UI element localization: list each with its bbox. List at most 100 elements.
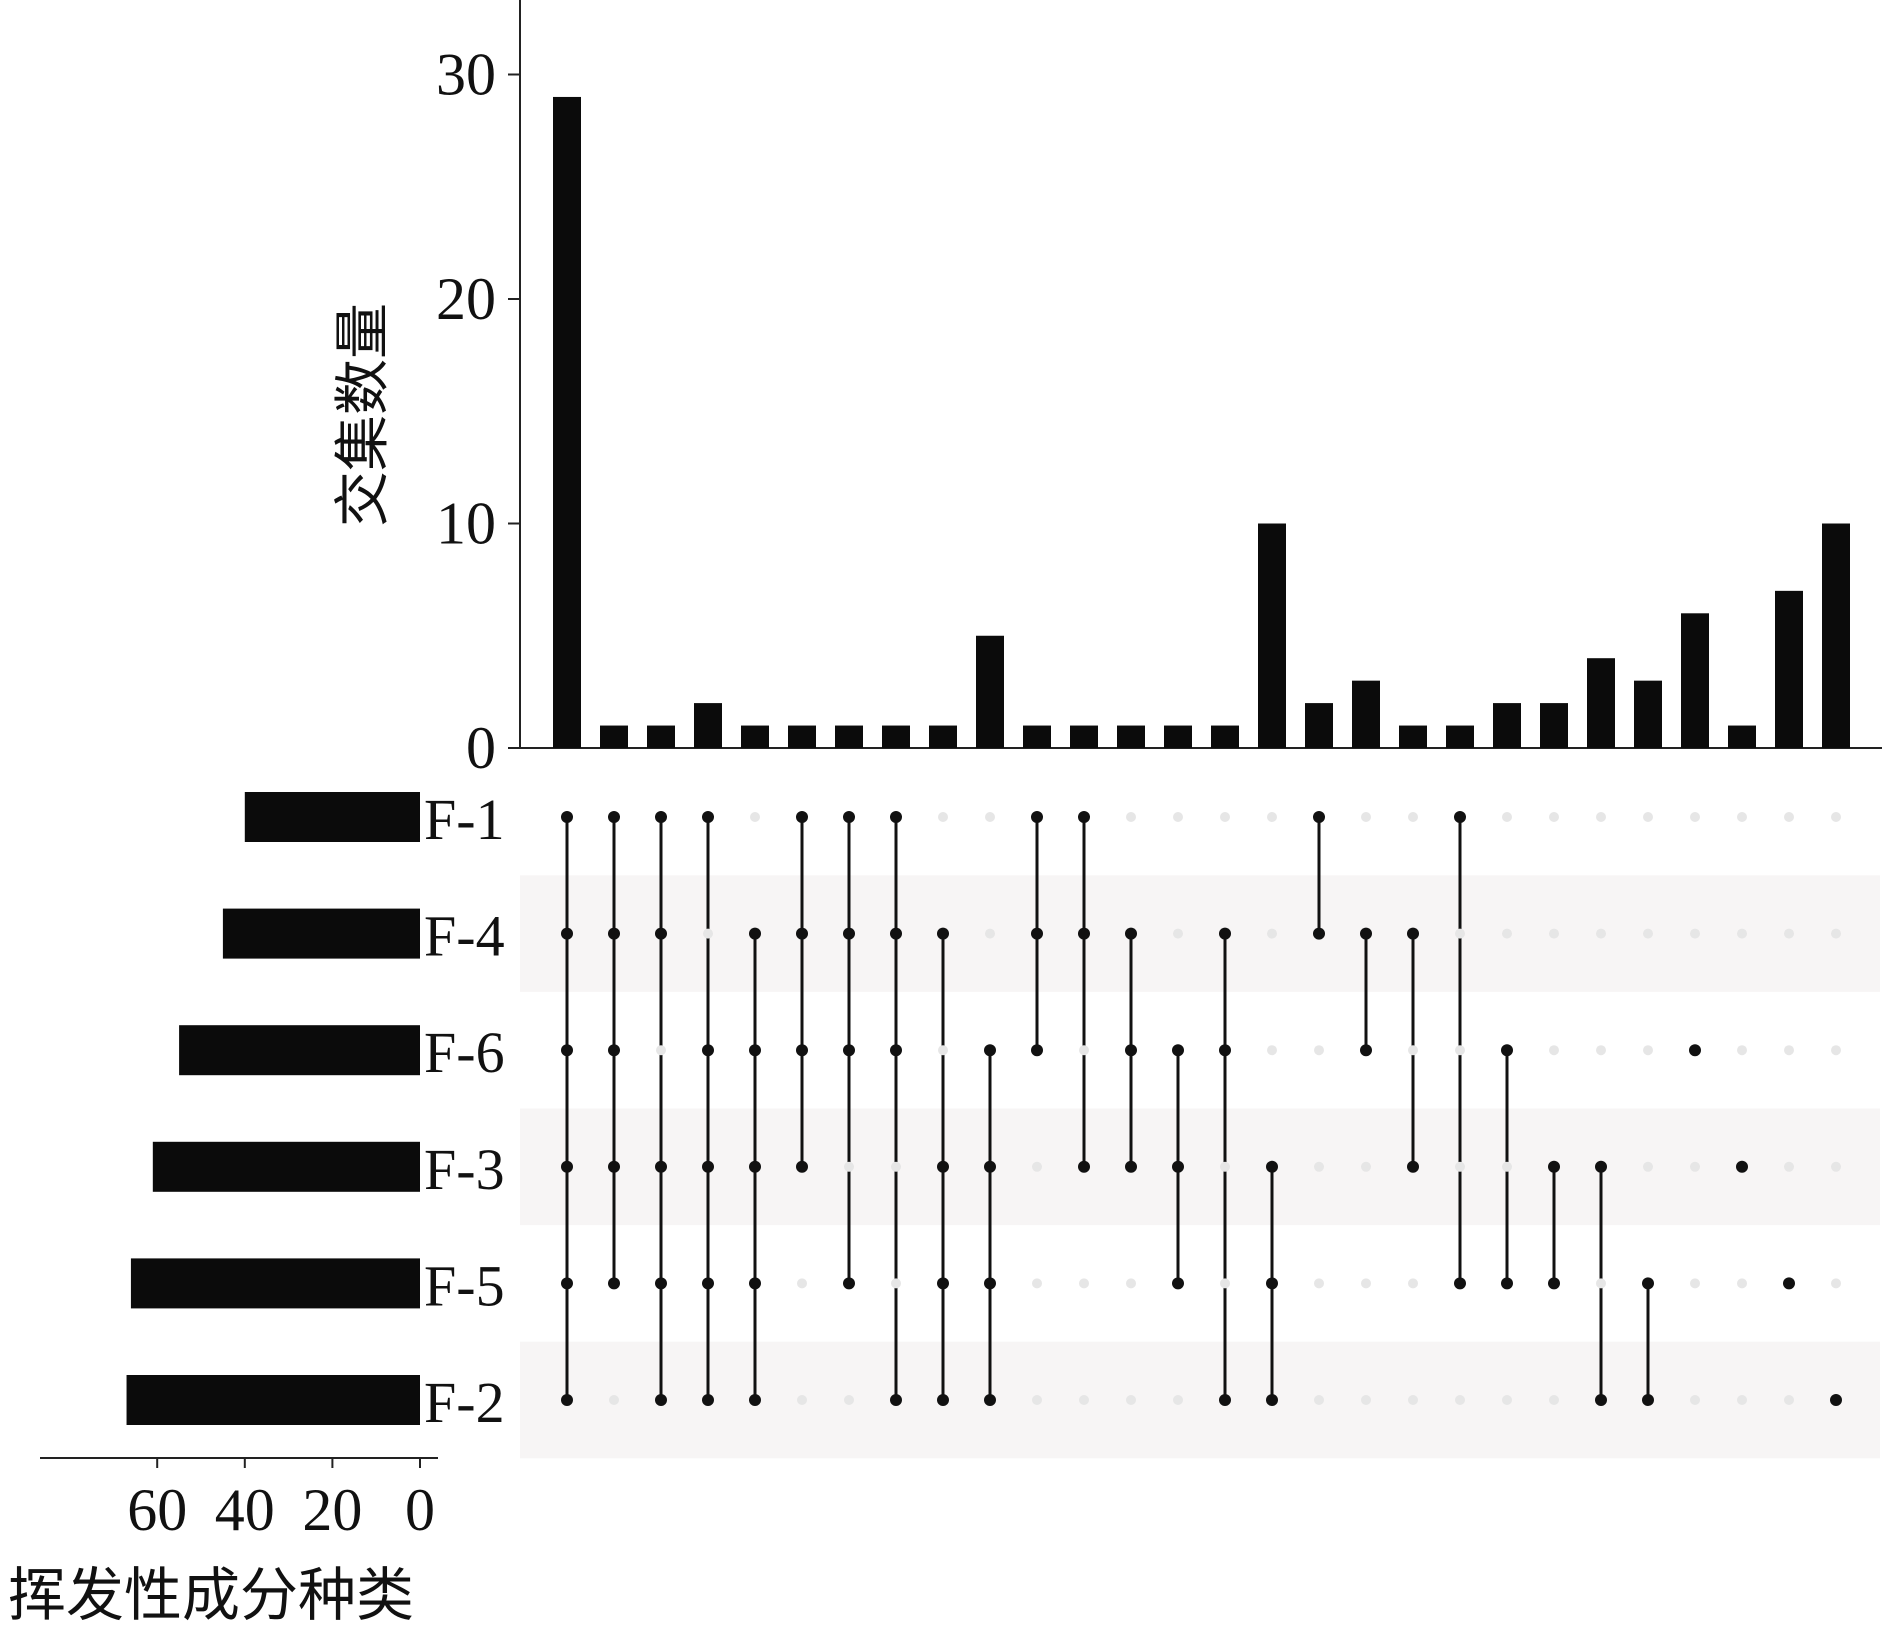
dot-22-F-4 xyxy=(1549,928,1559,939)
dot-25-F-3 xyxy=(1690,1161,1700,1172)
set-tick-label-40: 40 xyxy=(215,1477,275,1543)
dot-13-F-6 xyxy=(1125,1044,1137,1057)
stripe-row-F-4 xyxy=(520,875,1880,992)
intersection-bar-3 xyxy=(647,725,675,748)
set-size-bars xyxy=(126,792,421,1425)
y-tick-label-0: 0 xyxy=(466,715,496,781)
dot-9-F-4 xyxy=(937,927,949,940)
dot-17-F-2 xyxy=(1314,1395,1324,1405)
dot-17-F-1 xyxy=(1313,811,1325,823)
set-bar-F-6 xyxy=(179,1025,420,1076)
dot-27-F-4 xyxy=(1784,928,1794,939)
dot-1-F-5 xyxy=(561,1277,573,1290)
intersection-bar-16 xyxy=(1258,523,1286,748)
dot-27-F-5 xyxy=(1783,1277,1795,1290)
intersection-bar-13 xyxy=(1117,725,1145,748)
dot-10-F-5 xyxy=(984,1277,996,1290)
dot-25-F-5 xyxy=(1690,1278,1700,1289)
set-label-F-4: F-4 xyxy=(424,904,505,969)
dot-24-F-1 xyxy=(1643,812,1653,822)
dot-7-F-6 xyxy=(843,1044,855,1057)
set-labels: F-1 F-4 F-6 F-3 F-5 F-2 xyxy=(424,787,505,1435)
dot-10-F-4 xyxy=(985,928,995,939)
dot-12-F-6 xyxy=(1079,1045,1089,1056)
dot-8-F-3 xyxy=(891,1161,901,1172)
set-bar-F-2 xyxy=(126,1375,420,1425)
intersection-bar-1 xyxy=(553,96,581,748)
dot-19-F-6 xyxy=(1408,1045,1418,1056)
dot-2-F-5 xyxy=(608,1277,620,1290)
set-bar-F-4 xyxy=(222,908,420,959)
dot-12-F-5 xyxy=(1079,1278,1089,1289)
dot-28-F-5 xyxy=(1831,1278,1841,1289)
dot-28-F-1 xyxy=(1831,812,1841,822)
dot-15-F-3 xyxy=(1220,1161,1230,1172)
dot-28-F-2 xyxy=(1830,1394,1842,1406)
dot-15-F-1 xyxy=(1220,812,1230,822)
dot-11-F-3 xyxy=(1032,1161,1042,1172)
dot-7-F-3 xyxy=(844,1161,854,1172)
dot-23-F-4 xyxy=(1596,928,1606,939)
dot-18-F-4 xyxy=(1360,927,1372,940)
dot-2-F-1 xyxy=(608,811,620,823)
intersection-bar-17 xyxy=(1305,703,1333,748)
dot-25-F-6 xyxy=(1689,1044,1701,1057)
set-bar-F-1 xyxy=(244,792,420,842)
dot-6-F-4 xyxy=(796,927,808,940)
intersection-bar-8 xyxy=(882,725,910,748)
dot-16-F-3 xyxy=(1266,1160,1278,1173)
dot-9-F-3 xyxy=(937,1160,949,1173)
dot-20-F-4 xyxy=(1455,928,1465,939)
intersection-bar-25 xyxy=(1681,613,1709,748)
y-tick-label-10: 10 xyxy=(436,491,496,557)
dot-14-F-3 xyxy=(1172,1160,1184,1173)
dot-3-F-4 xyxy=(655,927,667,940)
dot-11-F-4 xyxy=(1031,927,1043,940)
dot-15-F-4 xyxy=(1219,927,1231,940)
dot-27-F-6 xyxy=(1784,1045,1794,1056)
dot-26-F-5 xyxy=(1737,1278,1747,1289)
dot-19-F-1 xyxy=(1408,812,1418,822)
dot-2-F-3 xyxy=(608,1160,620,1173)
dot-13-F-2 xyxy=(1126,1395,1136,1405)
y-tick-label-20: 20 xyxy=(436,266,496,332)
set-label-F-6: F-6 xyxy=(424,1020,505,1085)
dot-21-F-4 xyxy=(1502,928,1512,939)
dot-19-F-3 xyxy=(1407,1160,1419,1173)
dot-16-F-2 xyxy=(1266,1394,1278,1406)
dot-7-F-4 xyxy=(843,927,855,940)
dot-19-F-2 xyxy=(1408,1395,1418,1405)
dot-3-F-3 xyxy=(655,1160,667,1173)
intersection-size-axis: 0 10 20 30 交集数量 xyxy=(331,0,1882,781)
dot-22-F-1 xyxy=(1549,812,1559,822)
dot-18-F-2 xyxy=(1361,1395,1371,1405)
dot-26-F-2 xyxy=(1737,1395,1747,1405)
dot-2-F-2 xyxy=(609,1395,619,1405)
intersection-bar-2 xyxy=(600,725,628,748)
intersection-bar-28 xyxy=(1822,523,1850,748)
dot-5-F-3 xyxy=(749,1160,761,1173)
dot-17-F-6 xyxy=(1314,1045,1324,1056)
dot-22-F-3 xyxy=(1548,1160,1560,1173)
dot-2-F-4 xyxy=(608,927,620,940)
dot-1-F-4 xyxy=(561,927,573,940)
dot-23-F-5 xyxy=(1596,1278,1606,1289)
intersection-bar-27 xyxy=(1775,590,1803,748)
dot-22-F-6 xyxy=(1549,1045,1559,1056)
y-tick-label-30: 30 xyxy=(436,42,496,108)
dot-16-F-1 xyxy=(1267,812,1277,822)
dot-14-F-6 xyxy=(1172,1044,1184,1057)
set-tick-label-20: 20 xyxy=(302,1477,362,1543)
dot-6-F-6 xyxy=(796,1044,808,1057)
dot-24-F-4 xyxy=(1643,928,1653,939)
dot-20-F-2 xyxy=(1455,1395,1465,1405)
dot-16-F-6 xyxy=(1267,1045,1277,1056)
dot-14-F-4 xyxy=(1173,928,1183,939)
y-axis-title: 交集数量 xyxy=(331,303,396,527)
dot-22-F-5 xyxy=(1548,1277,1560,1290)
dot-23-F-3 xyxy=(1595,1160,1607,1173)
dot-6-F-1 xyxy=(796,811,808,823)
dot-15-F-6 xyxy=(1219,1044,1231,1057)
dot-27-F-1 xyxy=(1784,812,1794,822)
